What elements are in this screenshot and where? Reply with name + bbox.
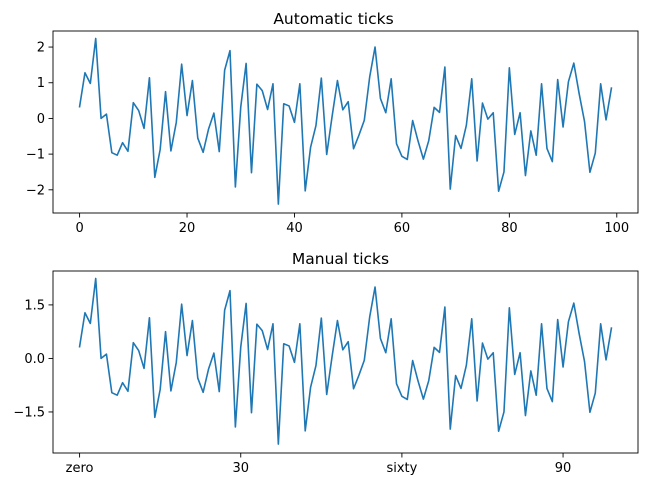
x-tick-label: 0 xyxy=(75,221,83,236)
x-tick-label: 40 xyxy=(286,221,303,236)
y-tick-label: 0 xyxy=(37,112,45,127)
plot-area: 0 20 40 60 80 100 −2 −1 0 1 2 xyxy=(26,30,639,236)
axes-frame xyxy=(52,270,639,454)
y-tick-label: −1.5 xyxy=(13,405,45,420)
y-tick-label: 0.0 xyxy=(24,352,45,367)
y-tick-label: −1 xyxy=(26,148,45,163)
subplot-automatic-ticks: Automatic ticks 0 20 40 60 80 100 −2 −1 0 1 2 xyxy=(26,10,639,236)
plot-area: zero 30 sixty 90 −1.5 0.0 1.5 xyxy=(13,270,639,476)
chart-title: Automatic ticks xyxy=(273,10,393,28)
x-tick-label: 80 xyxy=(501,221,518,236)
y-tick-label: −2 xyxy=(26,183,45,198)
x-tick-label: zero xyxy=(66,461,94,476)
x-tick-label: 90 xyxy=(555,461,572,476)
y-tick-label: 1 xyxy=(37,76,45,91)
axes-frame xyxy=(52,30,639,214)
series-line xyxy=(78,37,613,205)
subplot-manual-ticks: Manual ticks zero 30 sixty 90 −1.5 0.0 1.5 xyxy=(13,250,639,476)
y-tick-label: 1.5 xyxy=(24,298,45,313)
y-tick-label: 2 xyxy=(37,41,45,56)
x-tick-label: 100 xyxy=(604,221,629,236)
series-line xyxy=(78,277,613,445)
chart-title: Manual ticks xyxy=(292,250,389,268)
x-tick-label: 30 xyxy=(232,461,249,476)
x-tick-label: sixty xyxy=(386,461,417,476)
x-tick-label: 60 xyxy=(394,221,411,236)
x-tick-label: 20 xyxy=(179,221,196,236)
